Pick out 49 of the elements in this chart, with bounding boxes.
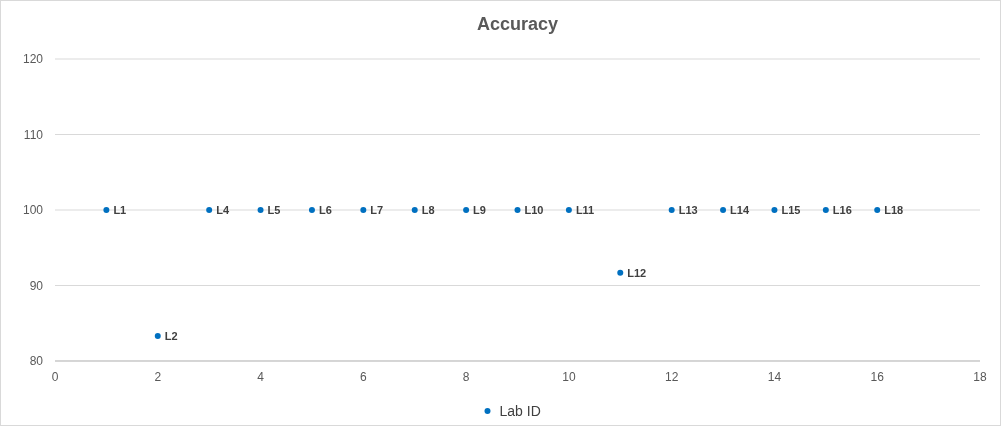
point — [668, 207, 675, 213]
annotation: L1 — [113, 203, 127, 216]
annotation: L15 — [781, 203, 801, 216]
annotation: L2 — [164, 329, 178, 342]
annotation: L5 — [267, 203, 281, 216]
y-tick-label: 90 — [29, 278, 44, 293]
point — [771, 207, 778, 213]
point — [565, 207, 572, 213]
point — [874, 207, 881, 213]
point — [411, 207, 418, 213]
annotation: L11 — [575, 203, 595, 216]
point — [822, 207, 829, 213]
x-tick-label: 16 — [870, 370, 885, 384]
point — [154, 333, 161, 340]
annotation: L8 — [421, 203, 435, 216]
annotation: L14 — [730, 203, 750, 216]
annotation: L12 — [627, 266, 647, 279]
x-tick-label: 4 — [257, 370, 265, 384]
x-tick-label: 10 — [562, 370, 576, 384]
point — [617, 269, 624, 276]
annotation: L13 — [678, 203, 698, 216]
y-tick-label: 80 — [29, 354, 44, 369]
annotation: L9 — [473, 203, 486, 216]
x-tick-label: 14 — [767, 370, 782, 384]
annotation: L4 — [216, 203, 230, 216]
point — [103, 207, 110, 213]
chart-title: Accuracy — [476, 14, 559, 34]
legend-label: Lab ID — [499, 402, 541, 419]
annotation: L10 — [524, 203, 544, 216]
y-tick-label: 110 — [23, 127, 44, 142]
annotation: L6 — [318, 203, 332, 216]
x-tick-label: 0 — [51, 370, 59, 384]
annotation: L18 — [884, 203, 904, 216]
point — [463, 207, 470, 213]
point — [720, 207, 727, 213]
x-tick-label: 6 — [359, 370, 367, 384]
y-tick-label: 120 — [22, 52, 44, 67]
point — [514, 207, 521, 213]
x-tick-label: 8 — [462, 370, 470, 384]
x-tick-label: 18 — [973, 370, 987, 384]
annotation: L7 — [370, 203, 384, 216]
point — [308, 207, 315, 213]
x-tick-label: 12 — [664, 370, 679, 384]
point — [206, 207, 213, 213]
annotation: L16 — [832, 203, 852, 216]
x-tick-label: 2 — [154, 370, 162, 384]
point — [257, 207, 264, 213]
point — [360, 207, 367, 213]
y-tick-label: 100 — [22, 203, 44, 218]
